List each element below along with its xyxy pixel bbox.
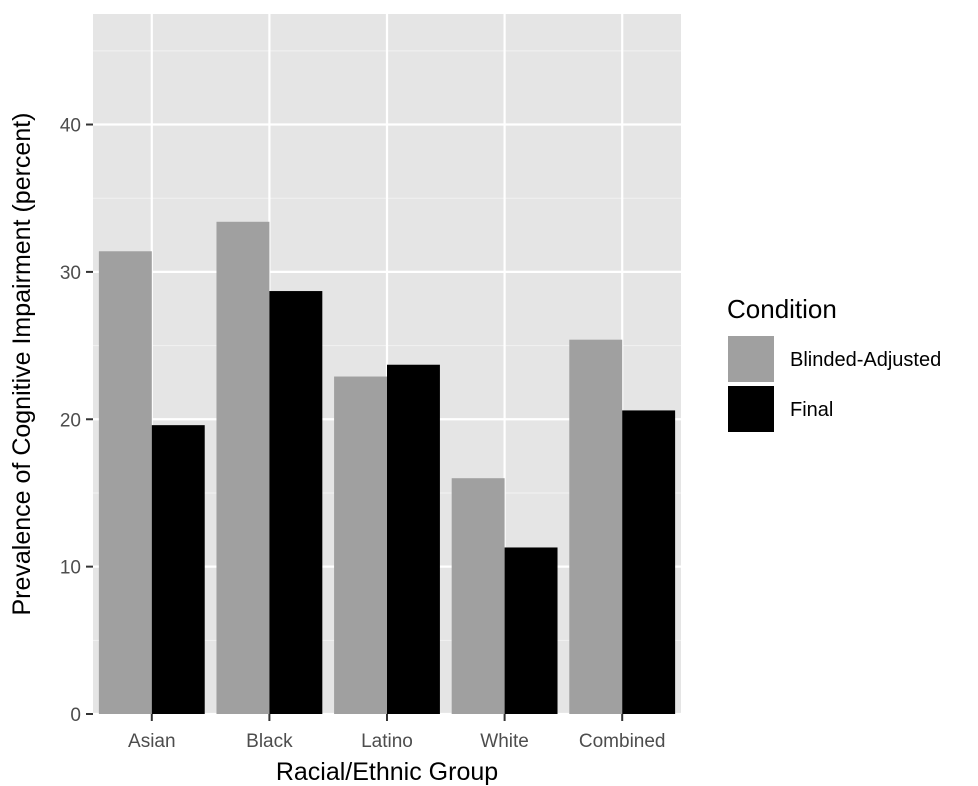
y-tick-label: 0 [70,705,81,726]
y-tick-label: 10 [60,558,81,579]
legend: Condition Blinded-Adjusted Final [727,294,941,432]
y-tick-label: 30 [60,263,81,284]
bar-final-asian [151,425,205,714]
x-tick-label: Black [246,731,293,752]
x-tick-label: Latino [361,731,413,752]
bars [98,221,676,714]
x-tick-label: Combined [579,731,666,752]
bar-final-white [504,547,558,714]
bar-blinded-adjusted-combined [569,339,623,714]
legend-swatch-final [728,386,774,432]
legend-label-final: Final [790,399,833,421]
bar-final-latino [387,364,440,714]
x-axis: Asian Black Latino White Combined [128,714,666,752]
legend-title: Condition [727,294,837,324]
legend-swatch-blinded-adjusted [728,336,774,382]
bar-blinded-adjusted-black [216,221,270,714]
bar-blinded-adjusted-latino [334,376,387,714]
x-axis-title: Racial/Ethnic Group [276,758,498,786]
bar-blinded-adjusted-asian [98,251,152,714]
bar-final-black [269,291,323,714]
x-tick-label: White [480,731,529,752]
y-tick-label: 40 [60,116,81,137]
y-axis: 0 10 20 30 40 [60,116,93,726]
bar-final-combined [622,410,676,714]
x-tick-label: Asian [128,731,176,752]
bar-blinded-adjusted-white [451,478,505,714]
legend-label-blinded-adjusted: Blinded-Adjusted [790,349,941,371]
y-tick-label: 20 [60,410,81,431]
y-axis-title: Prevalence of Cognitive Impairment (perc… [8,112,36,615]
